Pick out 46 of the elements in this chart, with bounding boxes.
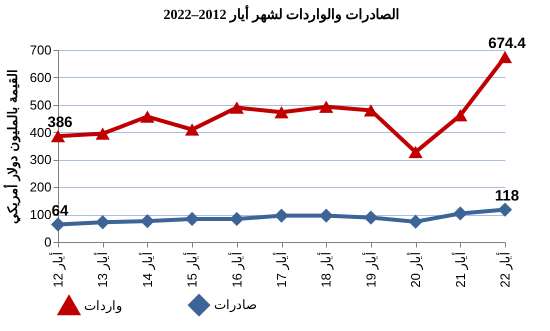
point bbox=[140, 110, 154, 123]
x-tick-label: أيار 19 bbox=[362, 252, 380, 288]
x-tick-label: أيار 17 bbox=[273, 252, 290, 288]
point bbox=[319, 208, 334, 223]
point bbox=[96, 128, 110, 140]
point bbox=[364, 210, 378, 225]
point bbox=[185, 123, 200, 136]
y-tick-label: 100 bbox=[30, 207, 52, 222]
point bbox=[364, 104, 378, 116]
point bbox=[50, 130, 66, 142]
point bbox=[185, 212, 200, 226]
point bbox=[453, 206, 468, 221]
point bbox=[274, 106, 289, 118]
point bbox=[140, 214, 154, 228]
x-tick-label: أيار 18 bbox=[318, 252, 335, 288]
y-tick-label: 500 bbox=[30, 97, 52, 112]
y-tick-label: 700 bbox=[30, 42, 52, 58]
x-tick-label: أيار 16 bbox=[228, 252, 246, 288]
data-label: 674.4 bbox=[488, 35, 526, 52]
y-tick-label: 300 bbox=[30, 152, 52, 168]
point bbox=[498, 202, 512, 217]
point bbox=[50, 217, 66, 232]
legend-label: صادرات bbox=[214, 297, 257, 314]
point bbox=[230, 212, 244, 226]
point bbox=[274, 208, 289, 223]
point bbox=[230, 101, 244, 114]
point bbox=[498, 50, 512, 64]
point bbox=[408, 214, 423, 229]
data-label: 64 bbox=[52, 202, 69, 220]
point bbox=[319, 100, 334, 113]
chart-title: الصادرات والواردات لشهر أيار 2012–2022 bbox=[164, 4, 400, 24]
y-axis-title: القيمة بالمليون دولار أمريكي bbox=[4, 69, 21, 224]
point bbox=[408, 146, 423, 158]
y-tick-label: 600 bbox=[30, 70, 52, 85]
x-tick-label: أيار 13 bbox=[94, 252, 112, 288]
point bbox=[96, 215, 110, 230]
x-tick-label: أيار 20 bbox=[407, 252, 424, 288]
y-tick-label: 200 bbox=[30, 180, 52, 195]
x-tick-label: أيار 22 bbox=[496, 252, 514, 288]
data-label: 118 bbox=[494, 188, 520, 205]
legend-label: واردات bbox=[84, 298, 122, 314]
x-tick-label: أيار 14 bbox=[138, 252, 156, 288]
x-tick-label: أيار 21 bbox=[452, 252, 469, 288]
x-tick-label: أيار 12 bbox=[50, 252, 66, 288]
y-tick-label: 0 bbox=[44, 234, 52, 250]
x-tick-label: أيار 15 bbox=[184, 252, 201, 288]
